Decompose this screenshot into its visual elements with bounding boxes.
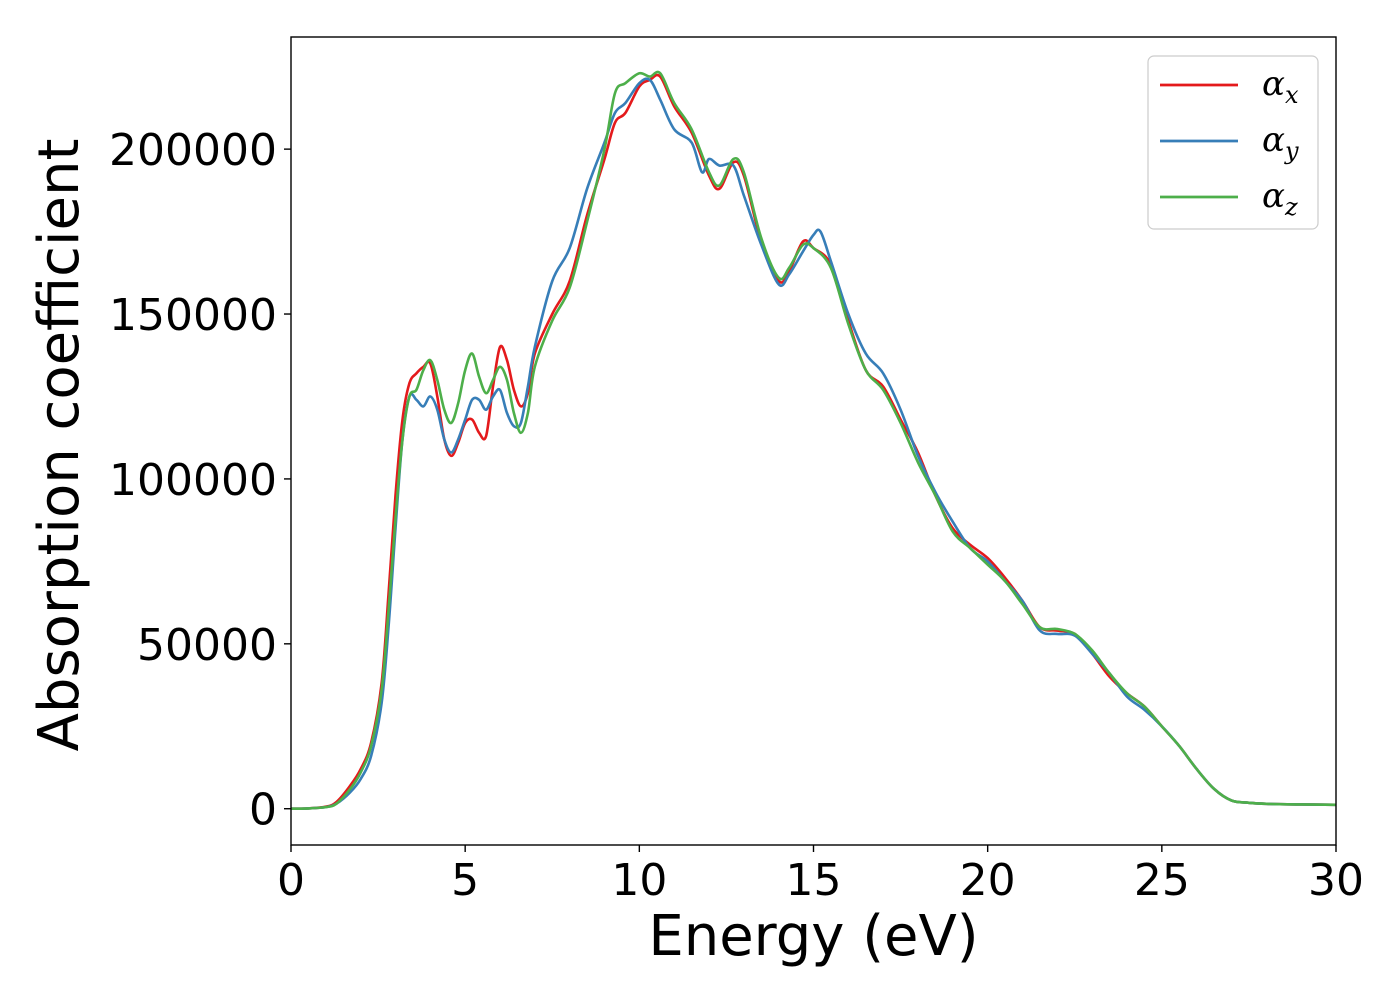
legend-frame — [1147, 55, 1319, 230]
y-tick-label: 150000 — [109, 290, 277, 341]
x-axis-ticks: 0 5 10 15 20 25 30 — [277, 845, 1364, 906]
x-tick-label: 30 — [1308, 855, 1364, 906]
y-axis-ticks: 0 50000 100000 150000 200000 — [109, 125, 291, 836]
legend-label-z: αz — [1262, 176, 1298, 221]
x-tick-label: 15 — [786, 855, 842, 906]
y-tick-label: 50000 — [137, 620, 277, 671]
y-tick-label: 100000 — [109, 455, 277, 506]
series-lines — [290, 70, 1337, 810]
legend: αx αy αz — [1147, 55, 1319, 230]
x-tick-label: 0 — [277, 855, 305, 906]
x-axis-title: Energy (eV) — [648, 904, 978, 969]
x-tick-label: 5 — [451, 855, 479, 906]
x-tick-label: 20 — [960, 855, 1016, 906]
y-tick-label: 200000 — [109, 125, 277, 176]
x-tick-label: 10 — [611, 855, 667, 906]
legend-label-x: αx — [1262, 64, 1299, 109]
y-tick-label: 0 — [249, 785, 277, 836]
legend-label-y: αy — [1262, 120, 1299, 165]
x-tick-label: 25 — [1134, 855, 1190, 906]
series-line-y — [290, 77, 1337, 810]
series-line-z — [290, 70, 1337, 810]
y-axis-title: Absorption coefficient — [27, 139, 92, 752]
